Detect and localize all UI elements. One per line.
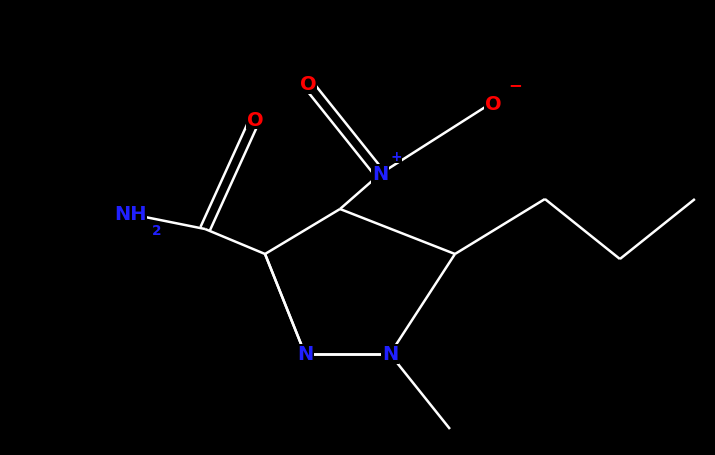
Text: 2: 2 bbox=[152, 223, 162, 237]
Text: O: O bbox=[247, 110, 263, 129]
Text: NH: NH bbox=[114, 205, 147, 224]
Text: N: N bbox=[297, 345, 313, 364]
Text: −: − bbox=[508, 76, 522, 94]
Text: O: O bbox=[485, 95, 502, 114]
Text: N: N bbox=[382, 345, 398, 364]
Text: O: O bbox=[300, 76, 316, 94]
Text: +: + bbox=[390, 150, 403, 164]
Text: N: N bbox=[372, 165, 388, 184]
